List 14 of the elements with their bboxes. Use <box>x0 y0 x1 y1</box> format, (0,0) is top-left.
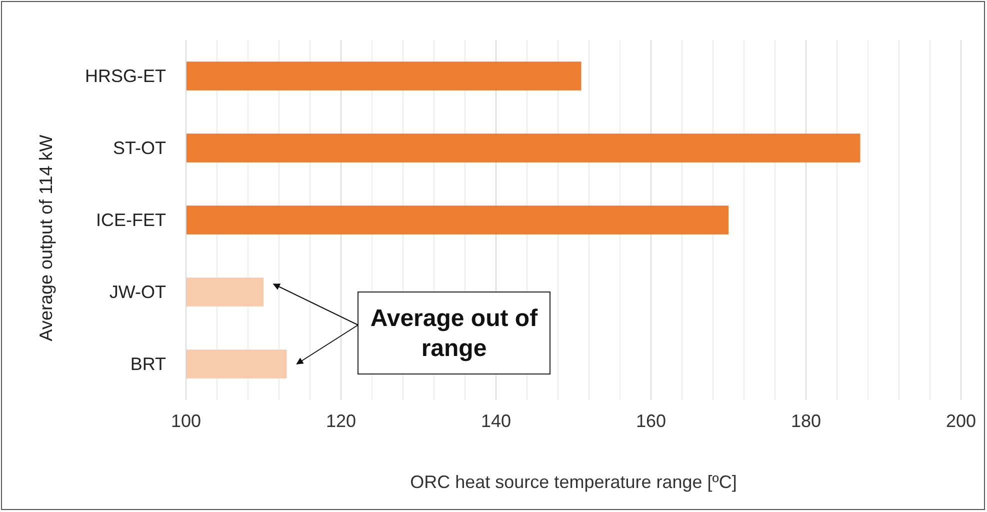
y-tick-label: JW-OT <box>109 282 166 302</box>
x-tick-label: 160 <box>636 410 666 431</box>
x-axis-title: ORC heat source temperature range [ºC] <box>410 472 737 492</box>
y-tick-label: ST-OT <box>113 138 166 158</box>
y-axis-title: Average output of 114 kW <box>36 134 56 342</box>
y-tick-label: BRT <box>130 354 166 374</box>
x-tick-label: 100 <box>170 410 202 431</box>
y-tick-label: ICE-FET <box>96 210 166 230</box>
x-tick-label: 200 <box>946 410 976 431</box>
y-tick-label: HRSG-ET <box>85 66 166 86</box>
x-tick-label: 140 <box>480 410 512 431</box>
annotation: Average out of range <box>370 305 539 362</box>
x-tick-label: 120 <box>326 410 356 431</box>
x-tick-label: 180 <box>790 410 822 431</box>
